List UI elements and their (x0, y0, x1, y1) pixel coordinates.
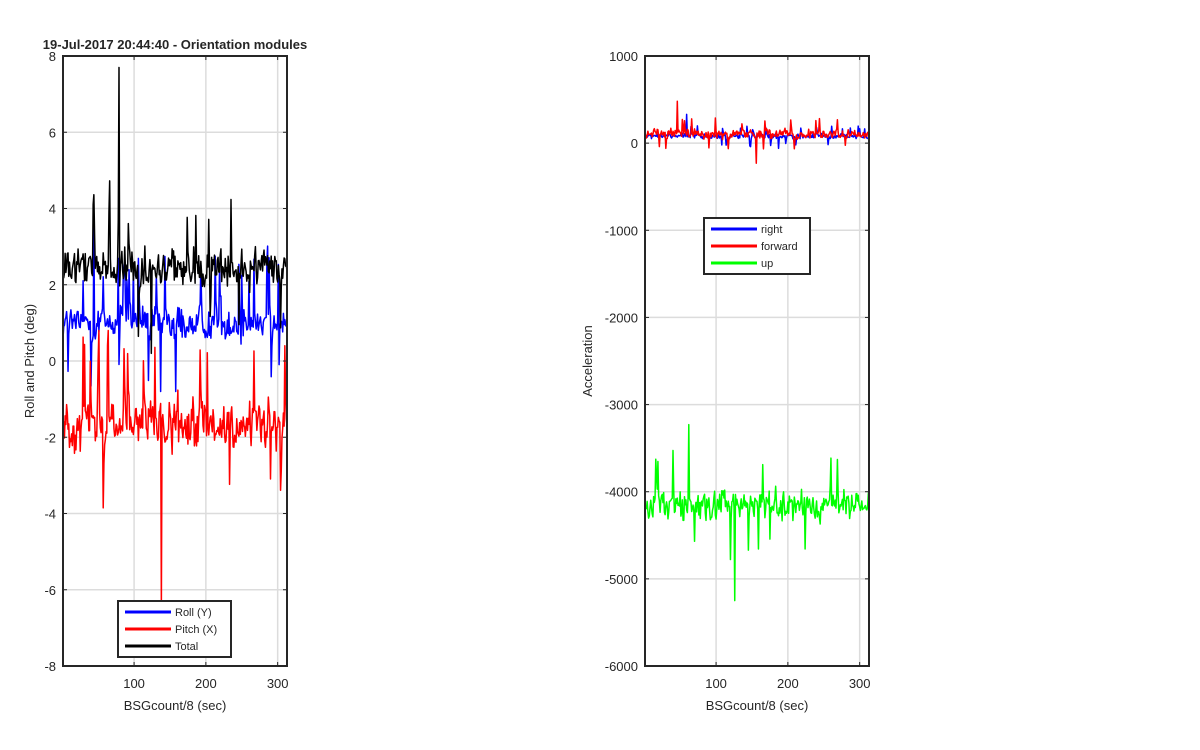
y-tick-label: -2 (44, 430, 56, 445)
x-tick-label: 300 (849, 676, 871, 691)
x-tick-label: 300 (267, 676, 289, 691)
legend: Roll (Y) Pitch (X) Total (117, 600, 232, 658)
x-axis-label: BSGcount/8 (sec) (124, 698, 227, 713)
axes-box (644, 55, 870, 667)
y-tick-label: 2 (49, 278, 56, 293)
series-line-forward (644, 100, 870, 164)
y-axis-label: Roll and Pitch (deg) (22, 304, 37, 418)
x-tick-label: 200 (195, 676, 217, 691)
y-tick-label: -6 (44, 583, 56, 598)
legend-label: up (761, 258, 773, 270)
y-tick-label: 4 (49, 202, 56, 217)
y-tick-label: -5000 (605, 572, 638, 587)
chart-2: 100 200 300 -6000 -5000 -4000 -3000 -2000 -1000 0… (580, 49, 871, 713)
x-tick-label: 200 (777, 676, 799, 691)
series-line-total (62, 66, 288, 355)
legend-box (117, 600, 232, 658)
series-line-roll-y (62, 226, 288, 393)
series-line-up (644, 423, 870, 602)
y-tick-label: 0 (631, 136, 638, 151)
grid (63, 55, 287, 667)
y-tick-label: -3000 (605, 398, 638, 413)
chart-title: 19-Jul-2017 20:44:40 - Orientation modul… (43, 37, 307, 52)
legend-label: forward (761, 241, 798, 253)
series-line-pitch-x (62, 329, 288, 606)
y-tick-label: -4 (44, 507, 56, 522)
legend-label: Roll (Y) (175, 607, 212, 619)
y-tick-label: 0 (49, 354, 56, 369)
y-tick-label: 1000 (609, 49, 638, 64)
x-tick-label: 100 (123, 676, 145, 691)
y-tick-label: -6000 (605, 659, 638, 674)
y-tick-label: -2000 (605, 310, 638, 325)
chart-1: 100 200 300 -8 -6 -4 -2 0 2 4 6 8 BSGcount/8 (sec) Ro… (22, 37, 307, 713)
legend: right forward up (703, 217, 811, 275)
x-axis-label: BSGcount/8 (sec) (706, 698, 809, 713)
legend-label: Pitch (X) (175, 624, 217, 636)
y-tick-label: -4000 (605, 485, 638, 500)
legend-label: right (761, 224, 782, 236)
x-tick-label: 100 (705, 676, 727, 691)
y-tick-label: -8 (44, 659, 56, 674)
legend-label: Total (175, 641, 198, 653)
y-tick-label: 6 (49, 125, 56, 140)
y-axis-label: Acceleration (580, 325, 595, 397)
y-tick-label: -1000 (605, 223, 638, 238)
y-tick-label: 8 (49, 49, 56, 64)
